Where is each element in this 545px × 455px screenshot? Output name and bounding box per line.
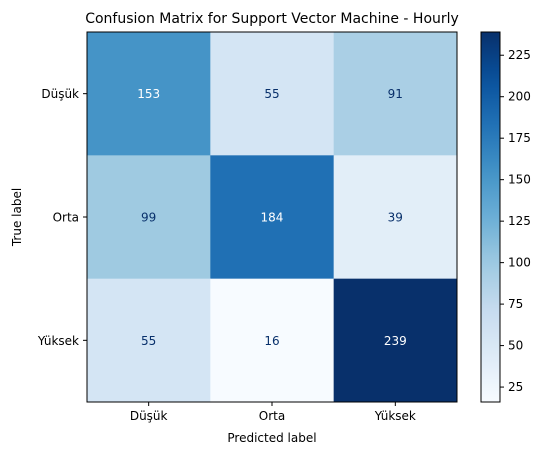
colorbar-tick-label: 200 (508, 90, 531, 104)
x-tick-label: Orta (259, 409, 285, 423)
colorbar: 25 50 75 100 125 150 175 200 225 (480, 31, 531, 403)
x-axis-ticks: Düşük Orta Yüksek (130, 402, 416, 423)
x-tick-label: Yüksek (374, 409, 416, 423)
heatmap-cell (333, 32, 458, 156)
cell-value-label: 55 (264, 87, 279, 101)
y-tick-label: Orta (53, 210, 79, 224)
colorbar-tick-label: 25 (508, 380, 523, 394)
colorbar-tick-label: 175 (508, 131, 531, 145)
colorbar-gradient (481, 32, 500, 402)
y-tick-label: Yüksek (37, 334, 79, 348)
heatmap-cell (210, 32, 335, 156)
cell-value-label: 16 (264, 334, 279, 348)
colorbar-tick-label: 150 (508, 173, 531, 187)
heatmap-cell (87, 32, 211, 156)
heatmap-cell (333, 155, 458, 280)
cell-value-label: 153 (137, 87, 160, 101)
heatmap-cells (87, 32, 458, 403)
cell-value-label: 99 (141, 210, 156, 224)
colorbar-tick-label: 125 (508, 214, 531, 228)
cell-value-label: 184 (261, 210, 284, 224)
cell-value-labels: 153 55 91 99 184 39 55 16 239 (137, 87, 407, 348)
colorbar-tick-label: 50 (508, 339, 523, 353)
cell-value-label: 39 (388, 210, 403, 224)
cell-value-label: 239 (384, 334, 407, 348)
colorbar-frame (480, 31, 501, 403)
heatmap-cell (87, 155, 211, 280)
x-axis-label: Predicted label (227, 431, 316, 445)
heatmap-cell (87, 278, 211, 403)
heatmap-cell (210, 278, 335, 403)
y-axis-label: True label (10, 188, 24, 247)
x-tick-label: Düşük (130, 409, 168, 423)
y-tick-label: Düşük (41, 87, 79, 101)
cell-value-label: 91 (388, 87, 403, 101)
colorbar-tick-label: 75 (508, 297, 523, 311)
y-axis-ticks: Düşük Orta Yüksek (37, 87, 87, 348)
cell-value-label: 55 (141, 334, 156, 348)
colorbar-tick-label: 100 (508, 256, 531, 270)
colorbar-tick-label: 225 (508, 48, 531, 62)
chart-title: Confusion Matrix for Support Vector Mach… (85, 11, 459, 27)
heatmap-cell (333, 278, 458, 403)
heatmap-cell (210, 155, 335, 280)
